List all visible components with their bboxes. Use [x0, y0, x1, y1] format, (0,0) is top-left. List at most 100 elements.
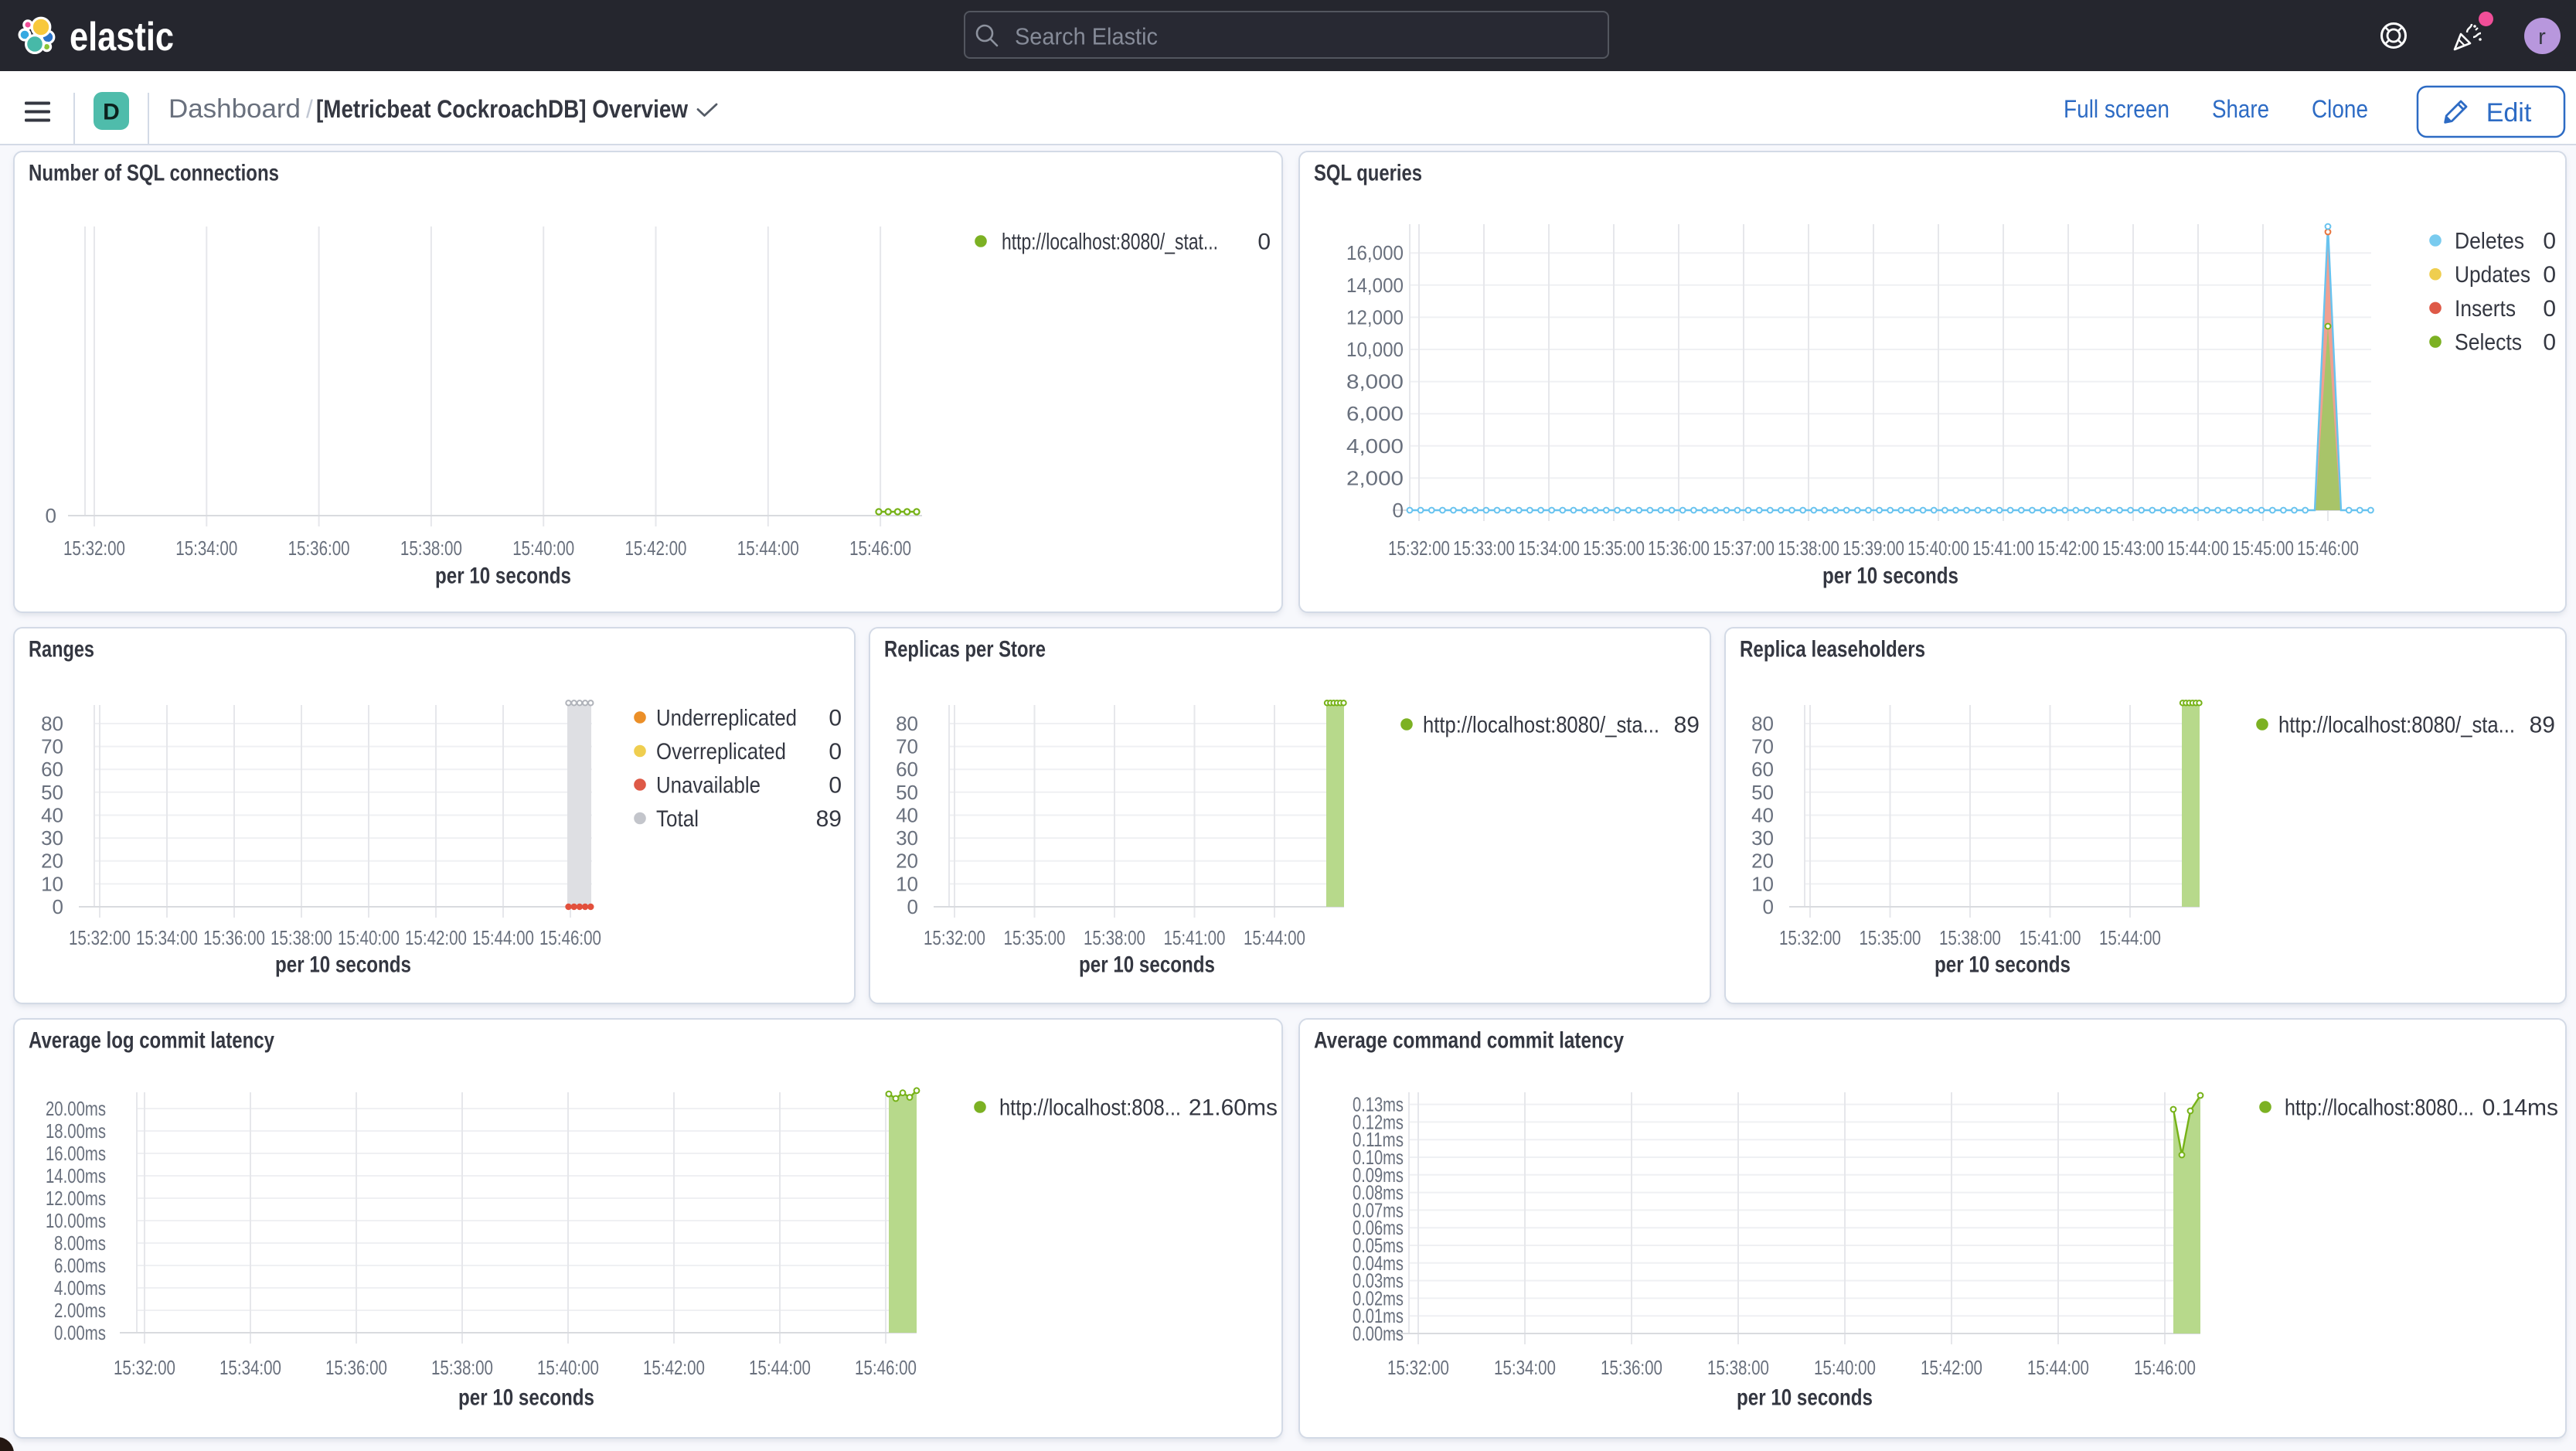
svg-text:0.07ms: 0.07ms — [1353, 1198, 1404, 1221]
svg-text:15:40:00: 15:40:00 — [537, 1356, 599, 1379]
svg-text:15:46:00: 15:46:00 — [849, 536, 911, 560]
svg-text:0.10ms: 0.10ms — [1353, 1146, 1404, 1169]
svg-text:15:34:00: 15:34:00 — [219, 1356, 281, 1379]
svg-text:0.00ms: 0.00ms — [1353, 1322, 1404, 1345]
svg-text:70: 70 — [896, 735, 918, 758]
svg-text:15:36:00: 15:36:00 — [325, 1356, 387, 1379]
svg-text:15:42:00: 15:42:00 — [405, 926, 467, 949]
svg-text:/: / — [306, 95, 313, 123]
svg-text:Ranges: Ranges — [29, 637, 94, 662]
svg-text:15:38:00: 15:38:00 — [271, 926, 332, 949]
svg-text:15:34:00: 15:34:00 — [1518, 536, 1580, 560]
svg-text:Average command commit latency: Average command commit latency — [1314, 1028, 1624, 1054]
svg-text:15:38:00: 15:38:00 — [1084, 926, 1145, 949]
svg-text:30: 30 — [896, 826, 918, 850]
svg-text:Dashboard: Dashboard — [168, 94, 301, 124]
svg-text:0.06ms: 0.06ms — [1353, 1216, 1404, 1239]
svg-text:15:44:00: 15:44:00 — [749, 1356, 811, 1379]
svg-text:Overreplicated: Overreplicated — [656, 739, 786, 765]
svg-text:0.04ms: 0.04ms — [1353, 1252, 1404, 1275]
svg-text:0: 0 — [2543, 330, 2556, 356]
svg-text:0: 0 — [829, 706, 842, 731]
svg-text:15:40:00: 15:40:00 — [1907, 536, 1969, 560]
svg-text:15:41:00: 15:41:00 — [2020, 926, 2081, 949]
svg-text:15:43:00: 15:43:00 — [2102, 536, 2164, 560]
svg-text:0.05ms: 0.05ms — [1353, 1234, 1404, 1257]
svg-text:15:34:00: 15:34:00 — [1494, 1356, 1556, 1379]
svg-text:per 10 seconds: per 10 seconds — [1935, 952, 2071, 978]
svg-text:0: 0 — [907, 895, 918, 918]
svg-text:50: 50 — [41, 781, 63, 804]
svg-text:80: 80 — [41, 712, 63, 735]
svg-text:15:44:00: 15:44:00 — [2167, 536, 2229, 560]
svg-text:15:41:00: 15:41:00 — [1164, 926, 1226, 949]
svg-text:89: 89 — [816, 806, 842, 832]
svg-text:30: 30 — [41, 826, 63, 850]
svg-text:8,000: 8,000 — [1346, 370, 1404, 393]
svg-text:r: r — [2538, 25, 2546, 49]
svg-text:per 10 seconds: per 10 seconds — [1737, 1385, 1873, 1411]
svg-text:15:38:00: 15:38:00 — [1707, 1356, 1769, 1379]
svg-text:0.14ms: 0.14ms — [2482, 1095, 2558, 1121]
svg-text:20: 20 — [896, 850, 918, 873]
svg-text:40: 40 — [41, 804, 63, 827]
svg-text:0.09ms: 0.09ms — [1353, 1163, 1404, 1187]
svg-text:15:36:00: 15:36:00 — [288, 536, 350, 560]
svg-text:15:35:00: 15:35:00 — [1860, 926, 1921, 949]
svg-text:Inserts: Inserts — [2455, 296, 2516, 322]
svg-text:per 10 seconds: per 10 seconds — [1079, 952, 1215, 978]
svg-text:15:46:00: 15:46:00 — [2134, 1356, 2196, 1379]
svg-text:15:38:00: 15:38:00 — [1778, 536, 1839, 560]
svg-text:4,000: 4,000 — [1346, 434, 1404, 458]
svg-text:80: 80 — [896, 712, 918, 735]
svg-text:http://localhost:8080...: http://localhost:8080... — [2285, 1095, 2474, 1121]
svg-text:Unavailable: Unavailable — [656, 773, 761, 799]
svg-text:15:32:00: 15:32:00 — [69, 926, 131, 949]
svg-text:0: 0 — [53, 895, 63, 918]
svg-text:per 10 seconds: per 10 seconds — [1822, 564, 1958, 589]
svg-text:0: 0 — [829, 773, 842, 799]
svg-text:15:32:00: 15:32:00 — [924, 926, 985, 949]
svg-text:0: 0 — [2543, 262, 2556, 288]
svg-text:Replica leaseholders: Replica leaseholders — [1740, 637, 1925, 662]
svg-text:40: 40 — [1751, 804, 1774, 827]
svg-text:12.00ms: 12.00ms — [46, 1187, 106, 1210]
svg-text:Average log commit latency: Average log commit latency — [29, 1028, 274, 1054]
svg-text:SQL queries: SQL queries — [1314, 161, 1422, 186]
svg-text:15:41:00: 15:41:00 — [1972, 536, 2034, 560]
svg-text:15:44:00: 15:44:00 — [737, 536, 799, 560]
svg-text:15:38:00: 15:38:00 — [400, 536, 462, 560]
svg-text:http://localhost:8080/_sta...: http://localhost:8080/_sta... — [2278, 713, 2515, 738]
svg-text:60: 60 — [1751, 758, 1774, 781]
svg-text:0.01ms: 0.01ms — [1353, 1304, 1404, 1327]
svg-text:per 10 seconds: per 10 seconds — [435, 564, 571, 589]
svg-text:http://localhost:8080/_stat...: http://localhost:8080/_stat... — [1002, 230, 1218, 255]
svg-text:15:44:00: 15:44:00 — [2099, 926, 2161, 949]
svg-text:15:35:00: 15:35:00 — [1004, 926, 1066, 949]
svg-text:60: 60 — [41, 758, 63, 781]
svg-text:15:32:00: 15:32:00 — [63, 536, 125, 560]
svg-text:30: 30 — [1751, 826, 1774, 850]
svg-text:0.11ms: 0.11ms — [1353, 1128, 1404, 1151]
svg-text:89: 89 — [1674, 713, 1700, 738]
svg-text:15:40:00: 15:40:00 — [512, 536, 574, 560]
svg-text:0: 0 — [2543, 229, 2556, 254]
svg-text:Full screen: Full screen — [2064, 95, 2169, 123]
svg-text:15:35:00: 15:35:00 — [1583, 536, 1645, 560]
svg-text:15:40:00: 15:40:00 — [1814, 1356, 1876, 1379]
svg-text:16,000: 16,000 — [1346, 241, 1404, 264]
svg-text:0.00ms: 0.00ms — [54, 1321, 106, 1344]
svg-text:15:44:00: 15:44:00 — [1244, 926, 1305, 949]
svg-text:15:34:00: 15:34:00 — [136, 926, 198, 949]
svg-text:15:38:00: 15:38:00 — [1939, 926, 2001, 949]
svg-text:0.08ms: 0.08ms — [1353, 1181, 1404, 1204]
svg-text:15:44:00: 15:44:00 — [472, 926, 534, 949]
svg-text:15:39:00: 15:39:00 — [1843, 536, 1904, 560]
svg-text:Share: Share — [2212, 95, 2269, 123]
svg-text:15:32:00: 15:32:00 — [1387, 1356, 1449, 1379]
svg-text:15:42:00: 15:42:00 — [2037, 536, 2099, 560]
svg-text:2,000: 2,000 — [1346, 466, 1404, 489]
svg-text:15:36:00: 15:36:00 — [1601, 1356, 1662, 1379]
svg-text:15:46:00: 15:46:00 — [2297, 536, 2359, 560]
svg-text:0: 0 — [1257, 230, 1271, 255]
